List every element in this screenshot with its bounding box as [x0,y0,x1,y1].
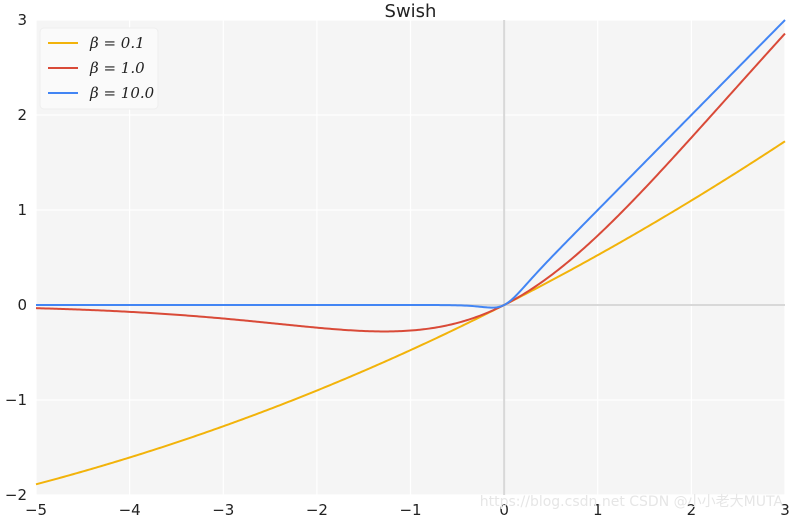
x-tick-label: 1 [593,501,603,516]
x-tick-label: 0 [499,501,509,516]
chart-title: Swish [385,1,437,22]
watermark-text: https://blog.csdn.net CSDN @小小老大MUTA [480,494,784,510]
legend-label: β = 1.0 [89,59,145,77]
x-tick-labels: −5 −4 −3 −2 −1 0 1 2 3 [25,501,790,516]
y-tick-labels: −2 −1 0 1 2 3 [5,11,27,504]
x-tick-label: −3 [212,501,234,516]
y-tick-label: 1 [17,201,27,219]
x-tick-label: −5 [25,501,47,516]
x-tick-label: 2 [687,501,697,516]
legend-label: β = 10.0 [89,84,155,102]
y-tick-label: −2 [5,486,27,504]
x-tick-label: −4 [119,501,141,516]
legend-box [39,27,159,110]
series-line-2 [36,19,786,309]
legend: β = 0.1 β = 1.0 β = 10.0 [39,27,159,110]
y-tick-label: 0 [17,296,27,314]
grid-lines [35,19,786,496]
legend-label: β = 0.1 [89,34,145,52]
series-lines [35,19,786,486]
y-tick-label: −1 [5,391,27,409]
y-tick-label: 2 [17,106,27,124]
series-line-1 [35,32,786,333]
series-line-0 [35,140,786,486]
x-tick-label: −1 [399,501,421,516]
y-tick-label: 3 [17,11,27,29]
x-tick-label: 3 [780,501,790,516]
x-tick-label: −2 [306,501,328,516]
